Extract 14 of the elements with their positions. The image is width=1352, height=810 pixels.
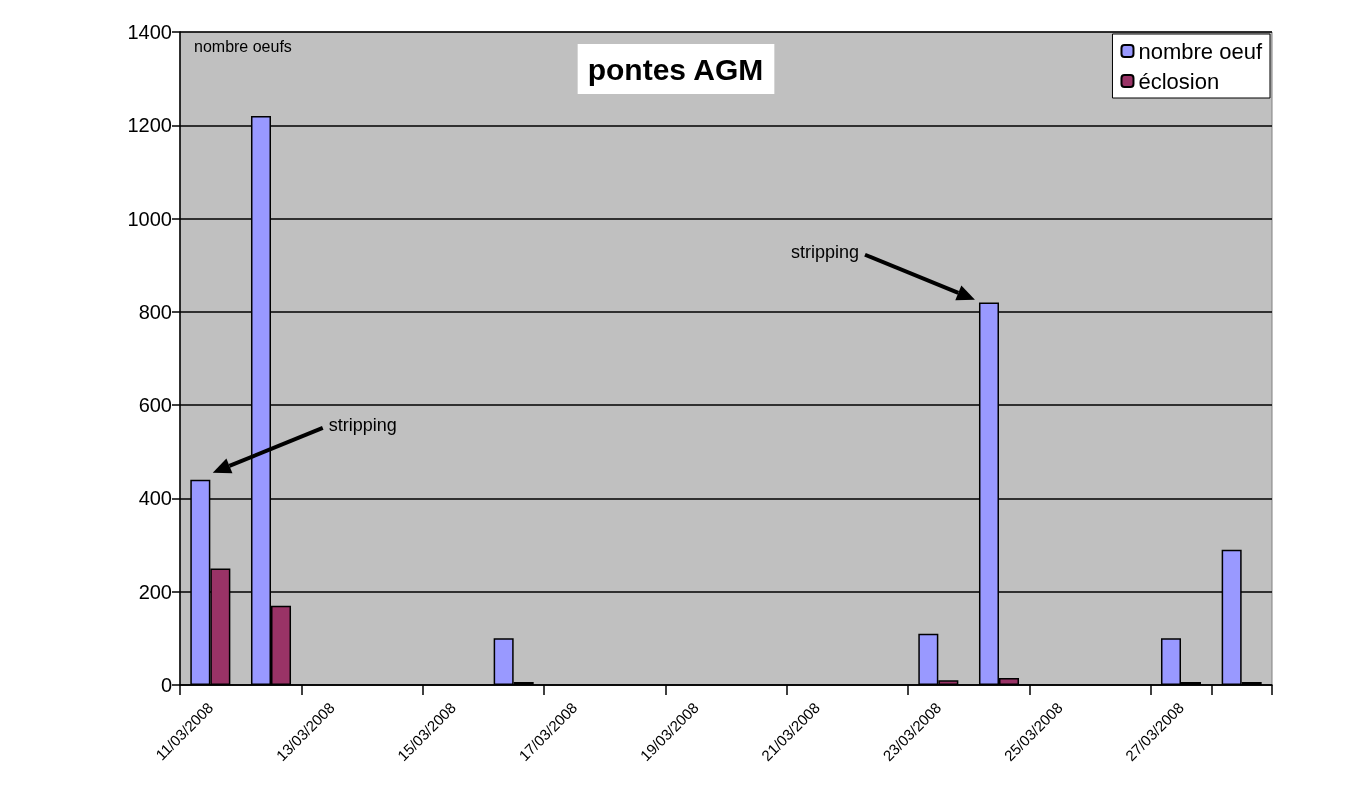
y-tick-label: 0 (160, 674, 172, 696)
y-tick-label: 200 (138, 580, 172, 603)
annotation: stripping (328, 414, 397, 435)
y-tick-label: 1400 (127, 21, 172, 43)
legend-label: éclosion (1138, 68, 1220, 94)
legend-label: nombre oeuf (1138, 38, 1263, 64)
y-tick-label: 1200 (127, 114, 172, 137)
annotation: stripping (790, 241, 859, 262)
y-tick-label: 600 (138, 394, 172, 417)
y-tick-label: 1000 (127, 207, 172, 230)
y-tick-label: 800 (138, 300, 172, 323)
text: pontes AGM (587, 52, 764, 86)
y-axis-title: nombre oeufs (194, 37, 292, 55)
y-tick-label: 400 (138, 487, 172, 510)
